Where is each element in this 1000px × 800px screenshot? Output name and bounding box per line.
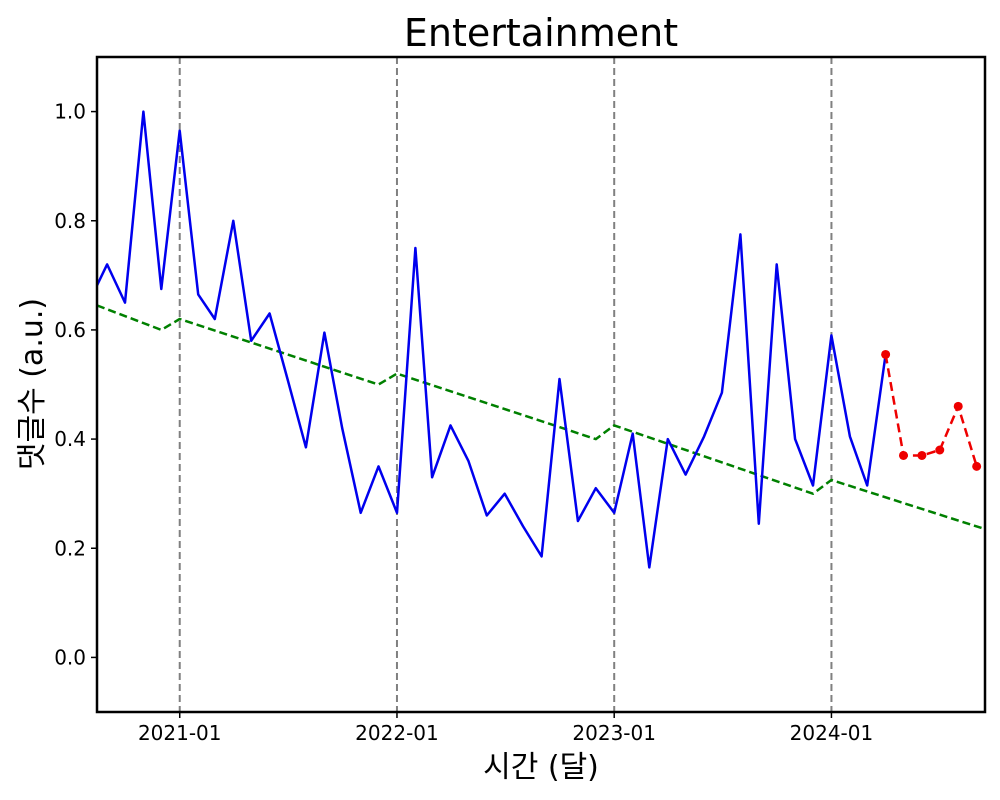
forecast-point-2 [917, 450, 927, 460]
forecast-point-5 [972, 461, 982, 471]
y-ticks: 0.0 0.2 0.4 0.6 0.8 1.0 [54, 100, 97, 669]
y-tick-label-3: 0.6 [54, 318, 86, 342]
y-tick-label-0: 0.0 [54, 645, 86, 669]
x-tick-label-1: 2022-01 [355, 721, 439, 745]
forecast-line [884, 354, 978, 467]
x-axis-label: 시간 (달) [483, 750, 599, 785]
trend-line [97, 304, 985, 531]
x-tick-label-3: 2024-01 [790, 721, 874, 745]
y-tick-label-2: 0.4 [54, 427, 86, 451]
forecast-point-1 [898, 450, 908, 460]
forecast-point-3 [935, 445, 945, 455]
x-ticks: 2021-01 2022-01 2023-01 2024-01 [138, 712, 873, 745]
chart-title: Entertainment [404, 11, 678, 55]
y-axis-label: 댓글수 (a.u.) [15, 298, 50, 470]
forecast-point-4 [953, 401, 963, 411]
x-tick-label-2: 2023-01 [572, 721, 656, 745]
observed-line [97, 110, 887, 569]
y-tick-label-4: 0.8 [54, 209, 86, 233]
x-tick-label-0: 2021-01 [138, 721, 222, 745]
y-tick-label-5: 1.0 [54, 100, 86, 124]
plot-frame [95, 55, 987, 714]
y-tick-label-1: 0.2 [54, 536, 86, 560]
forecast-point-0 [881, 349, 891, 359]
series-layer [97, 110, 985, 569]
vlines-layer [178, 57, 833, 712]
